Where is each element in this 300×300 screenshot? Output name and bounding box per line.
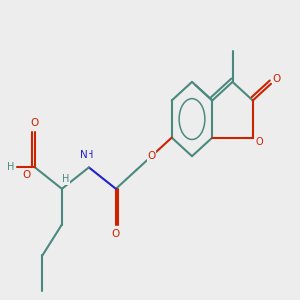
Text: O: O xyxy=(273,74,281,84)
Text: O: O xyxy=(22,170,31,180)
Text: H: H xyxy=(7,162,15,172)
Text: H: H xyxy=(86,150,93,160)
Text: H: H xyxy=(62,174,69,184)
Text: O: O xyxy=(256,137,263,147)
Text: N: N xyxy=(80,150,88,160)
Text: O: O xyxy=(147,151,156,161)
Text: O: O xyxy=(31,118,39,128)
Text: O: O xyxy=(112,229,120,239)
